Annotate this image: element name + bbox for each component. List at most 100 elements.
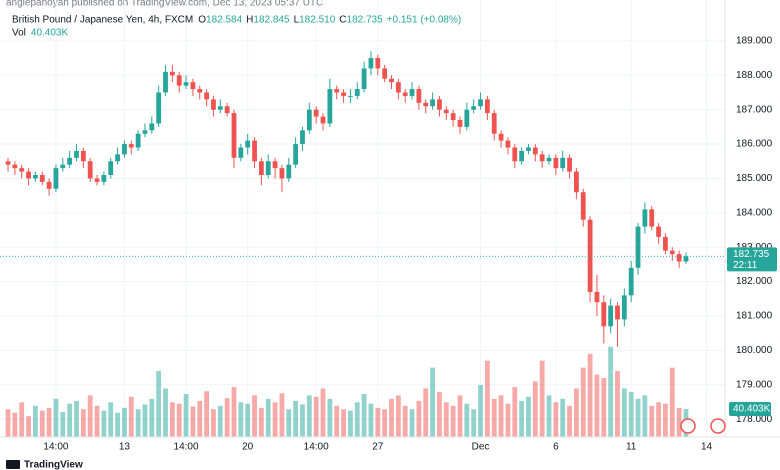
- volume-bar: [395, 395, 401, 437]
- event-icon[interactable]: [680, 418, 696, 434]
- candle-body: [402, 92, 408, 96]
- candle-body: [594, 291, 600, 303]
- volume-bar: [484, 360, 490, 437]
- volume-bar: [122, 407, 127, 437]
- volume-bar: [142, 404, 148, 437]
- volume-bar: [505, 403, 511, 437]
- volume-bar: [663, 403, 668, 437]
- countdown: 22:11: [733, 260, 758, 271]
- candle-body: [450, 113, 456, 120]
- candle-body: [498, 133, 504, 141]
- volume-bar: [293, 400, 299, 437]
- volume-bar: [416, 400, 422, 437]
- y-tick-label: 180.000: [736, 345, 773, 356]
- volume-bar: [587, 353, 593, 437]
- change: +0.151 (+0.08%): [387, 15, 462, 26]
- candle-body: [156, 92, 162, 124]
- volume-bar: [94, 405, 100, 437]
- volume-bar: [464, 403, 470, 437]
- volume-bar: [33, 405, 38, 437]
- candle-body: [567, 157, 572, 172]
- candle-body: [430, 99, 435, 107]
- candle-body: [306, 109, 312, 131]
- volume-bar: [676, 407, 682, 437]
- candle-body: [53, 168, 59, 189]
- candle-body: [354, 89, 360, 96]
- candle-body: [12, 164, 18, 169]
- volume-bar: [12, 412, 18, 437]
- y-tick-label: 189.000: [736, 36, 773, 47]
- candle-body: [416, 89, 422, 103]
- volume-value: 40.403K: [31, 28, 69, 39]
- ohlc-key: L: [294, 15, 300, 26]
- volume-bar: [19, 402, 25, 437]
- candle-body: [669, 250, 675, 255]
- volume-bar: [306, 395, 312, 437]
- volume-bar: [265, 398, 271, 437]
- x-tick-label: 20: [242, 442, 254, 453]
- x-tick-label: Dec: [472, 442, 490, 453]
- volume-bar: [149, 398, 155, 437]
- volume-bar: [80, 409, 86, 437]
- candle-body: [635, 226, 641, 268]
- volume-bar: [279, 393, 285, 437]
- candle-body: [211, 99, 216, 110]
- volume-bar: [669, 367, 675, 437]
- volume-bar: [135, 409, 141, 437]
- volume-bar: [26, 416, 31, 437]
- candle-body: [389, 78, 394, 83]
- y-tick-label: 178.000: [736, 414, 773, 425]
- candle-body: [553, 157, 559, 169]
- candle-body: [491, 113, 497, 134]
- candle-body: [642, 209, 648, 227]
- volume-bar: [258, 407, 264, 437]
- volume-bar: [334, 405, 340, 437]
- volume-bar: [156, 371, 162, 437]
- volume-bar: [539, 360, 545, 437]
- volume-bar: [348, 410, 353, 437]
- y-tick-label: 188.000: [736, 70, 773, 81]
- plot-area: [0, 0, 725, 437]
- volume-bar: [74, 400, 79, 437]
- candle-body: [115, 154, 120, 162]
- volume-bar: [368, 403, 374, 437]
- candle-body: [300, 130, 305, 145]
- volume-bar: [60, 412, 66, 437]
- volume-bar: [423, 388, 429, 437]
- candle-body: [375, 58, 381, 69]
- volume-tag: [729, 401, 771, 416]
- candle-body: [478, 99, 483, 107]
- volume-bar: [389, 398, 394, 437]
- candle-body: [135, 133, 141, 148]
- candle-body: [39, 175, 45, 182]
- x-tick-label: 13: [119, 442, 131, 453]
- y-tick-label: 185.000: [736, 173, 773, 184]
- candle-body: [615, 305, 620, 320]
- volume-bar: [211, 409, 216, 437]
- volume-bar: [46, 407, 52, 437]
- candle-body: [505, 140, 511, 148]
- candle-body: [26, 171, 31, 179]
- volume-bar: [53, 398, 59, 437]
- last-price-tag: [727, 247, 777, 272]
- candle-body: [628, 267, 634, 296]
- candle-body: [224, 106, 230, 114]
- volume-bar: [128, 396, 134, 437]
- volume-bar: [169, 402, 175, 437]
- candle-body: [341, 92, 346, 96]
- event-icon[interactable]: [710, 418, 726, 434]
- candle-body: [67, 157, 73, 165]
- published-note: anglepanoyan published on TradingView.co…: [6, 0, 323, 9]
- x-tick-label: 27: [372, 442, 384, 453]
- candle-body: [621, 295, 627, 320]
- volume-bar: [546, 395, 552, 437]
- volume-bar: [430, 367, 435, 437]
- candle-body: [204, 92, 210, 100]
- ohlc-key: H: [246, 15, 253, 26]
- volume-bar: [361, 393, 367, 437]
- candle-body: [683, 256, 689, 262]
- candle-body: [539, 154, 545, 162]
- volume-bar: [238, 402, 244, 437]
- candle-body: [608, 305, 614, 327]
